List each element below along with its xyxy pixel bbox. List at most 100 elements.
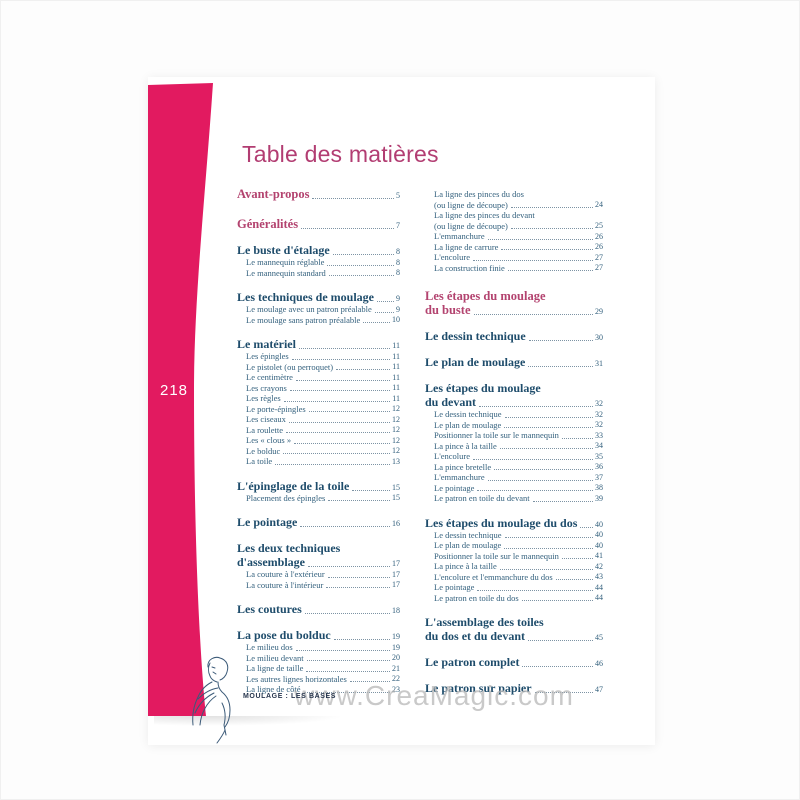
toc-entry-page: 10 <box>392 315 400 324</box>
toc-entry-label: Les deux techniques <box>237 541 341 555</box>
toc-entry-label: La pince bretelle <box>434 461 492 472</box>
toc-entry-label: Le dessin technique <box>434 409 502 419</box>
toc-entry: Les étapes du moulage du dos 40 <box>425 516 603 530</box>
toc-entry-line: Le matériel 11 <box>237 337 400 351</box>
toc-entry-line: Les règles 11 <box>246 393 400 404</box>
toc-entry: La pince à la taille 42 <box>425 561 603 572</box>
woman-bust-sketch-icon <box>192 656 231 744</box>
toc-entry-line: Les étapes du moulage <box>425 381 603 395</box>
leader-dots <box>328 500 390 501</box>
toc-entry-page: 11 <box>392 341 400 350</box>
toc-entry-page: 11 <box>392 393 400 403</box>
toc-entry: Le porte-épingles 12 <box>237 404 400 415</box>
toc-entry-label: Le plan de moulage <box>434 540 502 550</box>
toc-entry-line: La pose du bolduc 19 <box>237 628 400 642</box>
toc-entry-label: Le pointage <box>237 515 298 529</box>
leader-dots <box>295 649 390 651</box>
toc-entry-label: Positionner la toile sur le mannequin <box>434 550 559 561</box>
toc-entry-line: Le moulage avec un patron préalable 9 <box>246 304 400 315</box>
leader-dots <box>300 526 390 527</box>
toc-entry-line: La toile 13 <box>246 456 400 467</box>
toc-entry: Le bolduc 12 <box>237 446 400 457</box>
spine-band <box>148 83 213 716</box>
toc-entry-line: Le pistolet (ou perroquet) 11 <box>246 362 400 373</box>
toc-entry: Le plan de moulage 32 <box>425 420 603 431</box>
leader-dots <box>291 358 391 360</box>
toc-entry: Les épingles 11 <box>237 351 400 362</box>
toc-entry-line: Le pointage 38 <box>434 483 603 494</box>
toc-entry-line: Le milieu dos 19 <box>246 642 400 653</box>
toc-entry: Les étapes du moulage du devant 32 <box>425 381 603 409</box>
toc-entry-line: Généralités 7 <box>237 217 400 231</box>
toc-entry-line: Le dessin technique 40 <box>434 530 603 541</box>
toc-entry-page: 26 <box>595 242 603 251</box>
leader-dots <box>528 640 593 641</box>
toc-entry-page: 15 <box>392 482 400 492</box>
toc-entry-label: Les règles <box>246 393 281 403</box>
toc-entry-page: 32 <box>595 399 603 408</box>
toc-entry: Le milieu dos 19 <box>237 642 400 653</box>
toc-entry-label: Le patron sur papier <box>425 681 532 695</box>
toc-entry-label: La roulette <box>246 424 284 435</box>
toc-entry-line: du buste 29 <box>425 303 603 317</box>
toc-entry: L'encolure 27 <box>425 252 603 263</box>
toc-entry: Les autres lignes horizontales 22 <box>237 674 400 685</box>
leader-dots <box>312 198 394 199</box>
toc-entry-page: 41 <box>595 551 603 560</box>
toc-entry: L'encolure 35 <box>425 451 603 462</box>
toc-entry: L'encolure et l'emmanchure du dos 43 <box>425 572 603 583</box>
toc-entry-page: 12 <box>392 446 400 455</box>
toc-entry-page: 19 <box>392 632 400 641</box>
toc-entry: La ligne de carrure 26 <box>425 242 603 253</box>
toc-entry-label: Le moulage avec un patron préalable <box>246 304 372 314</box>
toc-entry-line: Le patron en toile du devant 39 <box>434 493 603 504</box>
toc-entry-line: Le dessin technique 30 <box>425 329 603 343</box>
toc-entry-label: La pince à la taille <box>434 561 497 571</box>
leader-dots <box>328 275 394 276</box>
toc-entry-label: Placement des épingles <box>246 492 326 503</box>
toc-entry-label: Les crayons <box>246 382 287 393</box>
toc-entry: La ligne de côté 23 <box>237 684 400 695</box>
leader-dots <box>326 587 390 588</box>
toc-entry-page: 46 <box>595 659 603 668</box>
leader-dots <box>521 600 593 601</box>
leader-dots <box>301 228 394 229</box>
toc-entry-page: 18 <box>392 606 400 615</box>
toc-entry-line: Le porte-épingles 12 <box>246 404 400 415</box>
toc-entry-line: Les crayons 11 <box>246 383 400 394</box>
toc-entry-line: Les autres lignes horizontales 22 <box>246 674 400 685</box>
leader-dots <box>479 406 593 407</box>
leader-dots <box>528 340 593 341</box>
toc-entry-line: Le patron sur papier 47 <box>425 681 603 695</box>
toc-entry: La couture à l'intérieur 17 <box>237 580 400 591</box>
toc-entry-label: Le patron en toile du devant <box>434 493 530 503</box>
toc-entry-label: Le pointage <box>434 582 475 592</box>
leader-dots <box>528 366 593 367</box>
toc-entry-label: Le centimètre <box>246 372 293 382</box>
toc-entry: Les techniques de moulage 9 <box>237 290 400 304</box>
toc-entry-line: Le pointage 44 <box>434 582 603 593</box>
toc-entry-page: 32 <box>595 420 603 429</box>
toc-entry-label: La ligne de taille <box>246 663 304 673</box>
toc-entry-page: 45 <box>595 633 603 642</box>
toc-entry: Le plan de moulage 40 <box>425 540 603 551</box>
leader-dots <box>487 238 593 240</box>
toc-entry: Le dessin technique 30 <box>425 329 603 343</box>
leader-dots <box>374 311 394 313</box>
leader-dots <box>294 442 390 444</box>
toc-entry-page: 19 <box>392 642 400 652</box>
toc-entry-line: du devant 32 <box>425 395 603 409</box>
toc-entry: Le pointage 38 <box>425 483 603 494</box>
toc-entry-line: (ou ligne de découpe) 25 <box>434 221 603 232</box>
toc-entry-line: Le plan de moulage 40 <box>434 540 603 551</box>
leader-dots <box>308 566 390 567</box>
leader-dots <box>298 348 391 349</box>
toc-entry-line: Les techniques de moulage 9 <box>237 290 400 304</box>
toc-entry-line: L'emmanchure 26 <box>434 231 603 242</box>
toc-entry-page: 35 <box>595 451 603 461</box>
toc-entry: Le dessin technique 32 <box>425 409 603 420</box>
leader-dots <box>561 437 593 439</box>
leader-dots <box>352 489 390 491</box>
toc-entry-page: 40 <box>595 519 603 529</box>
toc-entry-line: La pince bretelle 36 <box>434 462 603 473</box>
